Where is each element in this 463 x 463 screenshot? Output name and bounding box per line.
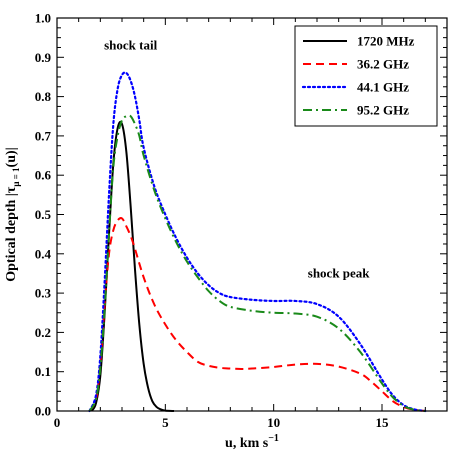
x-tick-label: 15 [376,415,390,430]
axis-ticks [56,17,448,412]
legend-label-2: 44.1 GHz [357,80,409,95]
series-line-2 [88,71,427,413]
legend-label-1: 36.2 GHz [357,57,409,72]
x-tick-label: 0 [54,415,61,430]
series-line-1 [88,217,426,412]
annotations: shock tail shock peak [104,38,370,281]
y-tick-label: 0.5 [35,207,52,222]
y-tick-label: 0.9 [35,50,52,65]
y-tick-label: 0.2 [35,325,51,340]
y-tick-label: 0.7 [35,128,52,143]
y-tick-label: 0.4 [35,246,52,261]
y-tick-label: 0.3 [35,286,52,301]
legend-box [294,25,438,127]
y-axis-label-tail: (u)| [4,147,19,167]
x-axis-label-sup: −1 [268,433,279,444]
y-tick-label: 0.1 [35,364,51,379]
y-tick-label: 0.0 [35,404,51,419]
series-line-3 [88,114,426,412]
x-axis-label-text: u, km s [225,436,269,451]
legend-label-3: 95.2 GHz [357,103,409,118]
y-axis-title: Optical depth |τμ = 1(u)| [4,147,21,282]
legend-label-0: 1720 MHz [357,34,415,49]
x-tick-label: 5 [162,415,169,430]
y-tick-label: 0.6 [35,168,52,183]
y-tick-label: 0.8 [35,89,52,104]
y-tick-label: 1.0 [35,11,51,26]
tick-labels: 0 5 10 15 0.0 0.1 0.2 0.3 0.4 0.5 0.6 0.7 0.8 0.9 1.0 [35,11,389,431]
series-curves [88,71,427,413]
x-axis-title: u, km s−1 [225,433,279,451]
legend: 1720 MHz 36.2 GHz 44.1 GHz 95.2 GHz [294,25,438,127]
y-axis-label-text: Optical depth |τ [4,186,19,282]
series-line-0 [90,120,175,412]
annotation-0: shock tail [104,38,157,53]
annotation-1: shock peak [308,265,371,280]
y-axis-label-sub: μ = 1 [11,167,21,187]
x-tick-label: 10 [267,415,280,430]
